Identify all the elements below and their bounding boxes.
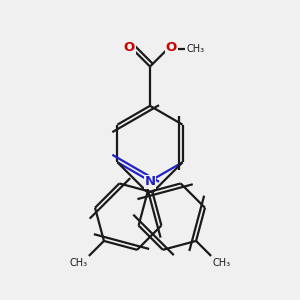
Text: CH₃: CH₃ — [186, 44, 205, 54]
Text: N: N — [144, 175, 156, 188]
Text: CH₃: CH₃ — [69, 258, 87, 268]
Text: CH₃: CH₃ — [213, 258, 231, 268]
Text: O: O — [124, 41, 135, 54]
Text: O: O — [166, 41, 177, 54]
